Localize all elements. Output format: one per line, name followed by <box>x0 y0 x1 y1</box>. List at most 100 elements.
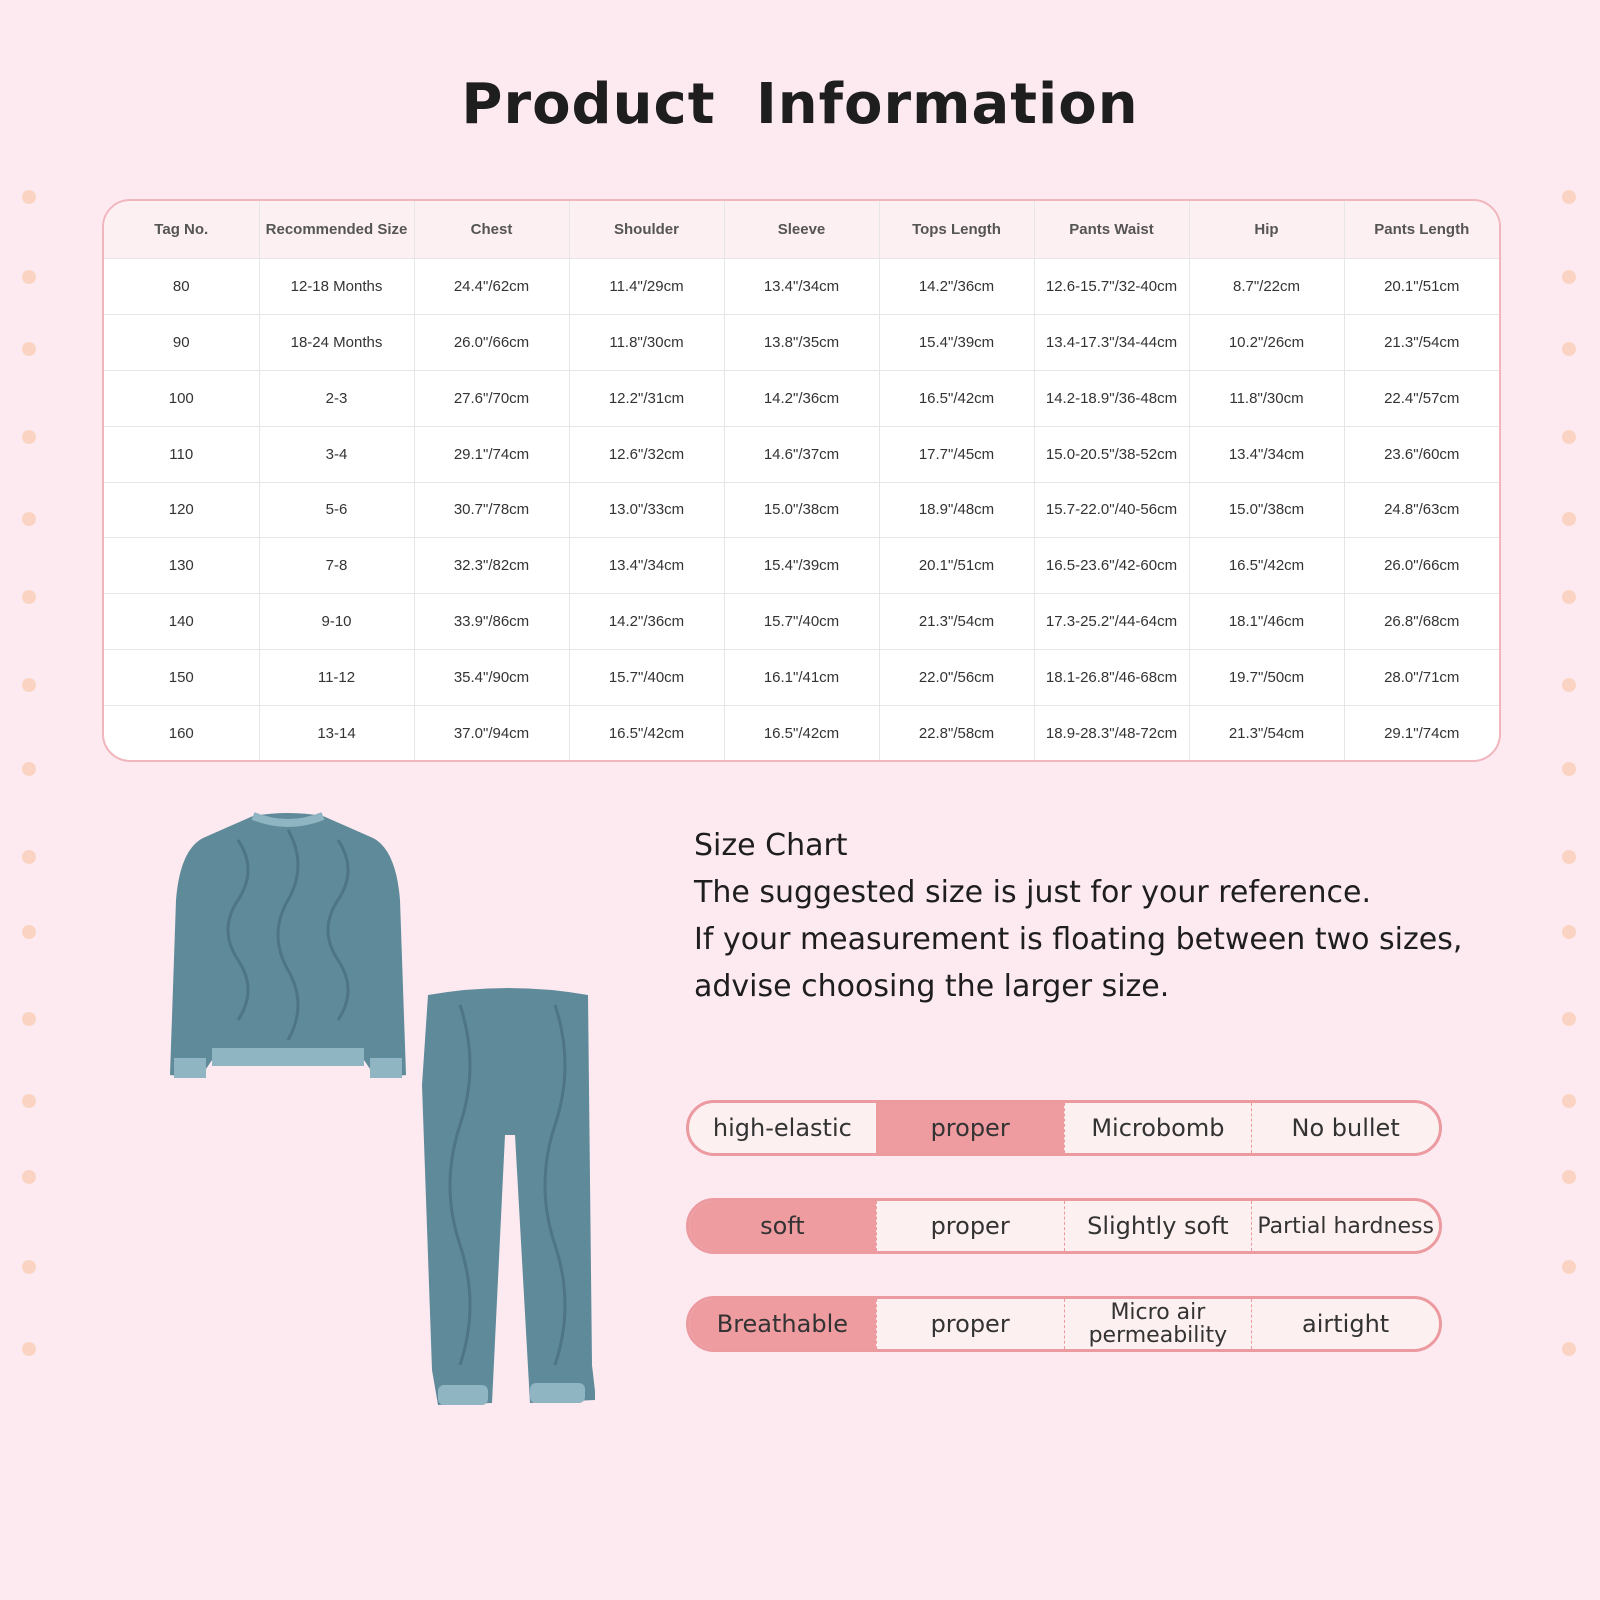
table-row: 160 13-14 37.0"/94cm 16.5"/42cm 16.5"/42cm 22… <box>104 705 1499 760</box>
table-cell: 14.2"/36cm <box>878 258 1035 315</box>
table-cell: 11.8"/30cm <box>568 313 725 371</box>
pants-image <box>422 988 595 1405</box>
table-cell: 120 <box>104 481 260 539</box>
dot <box>22 342 36 356</box>
table-cell: 24.4"/62cm <box>413 258 570 315</box>
table-cell: 8.7"/22cm <box>1188 258 1345 315</box>
dot <box>1562 1012 1576 1026</box>
table-row: 120 5-6 30.7"/78cm 13.0"/33cm 15.0"/38cm 18.9… <box>104 481 1499 539</box>
table-cell: 15.0-20.5"/38-52cm <box>1033 425 1190 483</box>
dot <box>1562 1342 1576 1356</box>
feature-scale: Breathable proper Micro air permeability ai… <box>686 1296 1442 1352</box>
feature-option: Slightly soft <box>1063 1201 1252 1251</box>
dot <box>22 850 36 864</box>
table-cell: 32.3"/82cm <box>413 537 570 595</box>
table-cell: 13.4"/34cm <box>1188 425 1345 483</box>
table-cell: 9-10 <box>258 593 415 651</box>
table-cell: 22.4"/57cm <box>1343 369 1499 427</box>
table-cell: 21.3"/54cm <box>878 593 1035 651</box>
table-cell: 14.2-18.9"/36-48cm <box>1033 369 1190 427</box>
table-cell: 110 <box>104 425 260 483</box>
table-cell: 13.0"/33cm <box>568 481 725 539</box>
feature-option: proper <box>875 1103 1064 1153</box>
table-cell: 16.5"/42cm <box>723 705 880 760</box>
table-cell: 35.4"/90cm <box>413 649 570 706</box>
table-cell: 13.4-17.3"/34-44cm <box>1033 313 1190 371</box>
table-cell: 11.4"/29cm <box>568 258 725 315</box>
feature-option: Breathable <box>689 1299 876 1349</box>
table-cell: 15.0"/38cm <box>1188 481 1345 539</box>
dot <box>22 1170 36 1184</box>
note-line: If your measurement is floating between … <box>694 922 1463 957</box>
column-header: Chest <box>413 201 570 259</box>
table-cell: 12.6-15.7"/32-40cm <box>1033 258 1190 315</box>
table-cell: 26.0"/66cm <box>1343 537 1499 595</box>
table-cell: 22.0"/56cm <box>878 649 1035 706</box>
note-heading: Size Chart <box>694 828 848 863</box>
table-cell: 11-12 <box>258 649 415 706</box>
table-cell: 160 <box>104 705 260 760</box>
dot <box>1562 590 1576 604</box>
table-cell: 18.9-28.3"/48-72cm <box>1033 705 1190 760</box>
table-cell: 11.8"/30cm <box>1188 369 1345 427</box>
table-cell: 27.6"/70cm <box>413 369 570 427</box>
dot <box>1562 270 1576 284</box>
dot <box>1562 1094 1576 1108</box>
table-cell: 16.5"/42cm <box>568 705 725 760</box>
column-header: Pants Waist <box>1033 201 1190 259</box>
table-cell: 20.1"/51cm <box>878 537 1035 595</box>
dot <box>22 512 36 526</box>
table-row: 80 12-18 Months 24.4"/62cm 11.4"/29cm 13.4"/… <box>104 258 1499 315</box>
table-cell: 15.0"/38cm <box>723 481 880 539</box>
table-cell: 22.8"/58cm <box>878 705 1035 760</box>
table-cell: 19.7"/50cm <box>1188 649 1345 706</box>
table-cell: 12.6"/32cm <box>568 425 725 483</box>
table-row: 140 9-10 33.9"/86cm 14.2"/36cm 15.7"/40cm 21.… <box>104 593 1499 651</box>
dot <box>22 190 36 204</box>
table-cell: 13.8"/35cm <box>723 313 880 371</box>
feature-option: airtight <box>1251 1299 1439 1349</box>
feature-option: proper <box>875 1299 1064 1349</box>
feature-option: high-elastic <box>712 1114 852 1142</box>
size-note: Size Chart The suggested size is just fo… <box>694 822 1462 1010</box>
dot <box>1562 850 1576 864</box>
dot <box>1562 512 1576 526</box>
table-cell: 16.5"/42cm <box>1188 537 1345 595</box>
table-cell: 12.2"/31cm <box>568 369 725 427</box>
feature-scale: high-elastic proper Microbomb No bullet <box>686 1100 1442 1156</box>
table-row: 150 11-12 35.4"/90cm 15.7"/40cm 16.1"/41cm 22… <box>104 649 1499 706</box>
page-title: Product Information <box>461 72 1139 137</box>
dot <box>22 1260 36 1274</box>
table-cell: 13.4"/34cm <box>723 258 880 315</box>
dot <box>1562 1260 1576 1274</box>
table-header-row: Tag No. Recommended Size Chest Shoulder Slee… <box>104 201 1499 259</box>
feature-option: No bullet <box>1251 1103 1439 1153</box>
table-cell: 14.2"/36cm <box>723 369 880 427</box>
dot <box>1562 430 1576 444</box>
table-cell: 21.3"/54cm <box>1343 313 1499 371</box>
table-cell: 30.7"/78cm <box>413 481 570 539</box>
dot <box>22 1012 36 1026</box>
table-cell: 15.7"/40cm <box>723 593 880 651</box>
table-cell: 26.8"/68cm <box>1343 593 1499 651</box>
dot <box>1562 762 1576 776</box>
table-cell: 17.7"/45cm <box>878 425 1035 483</box>
table-cell: 150 <box>104 649 260 706</box>
dot <box>1562 1170 1576 1184</box>
column-header: Hip <box>1188 201 1345 259</box>
dot <box>22 270 36 284</box>
dot <box>22 1094 36 1108</box>
table-cell: 14.2"/36cm <box>568 593 725 651</box>
table-cell: 7-8 <box>258 537 415 595</box>
table-cell: 29.1"/74cm <box>1343 705 1499 760</box>
column-header: Pants Length <box>1343 201 1499 259</box>
table-cell: 20.1"/51cm <box>1343 258 1499 315</box>
table-cell: 10.2"/26cm <box>1188 313 1345 371</box>
feature-option: Microbomb <box>1063 1103 1252 1153</box>
dot <box>22 1342 36 1356</box>
note-line: advise choosing the larger size. <box>694 969 1170 1004</box>
table-cell: 23.6"/60cm <box>1343 425 1499 483</box>
table-cell: 13.4"/34cm <box>568 537 725 595</box>
sweater-image <box>170 812 406 1078</box>
table-cell: 18-24 Months <box>258 313 415 371</box>
